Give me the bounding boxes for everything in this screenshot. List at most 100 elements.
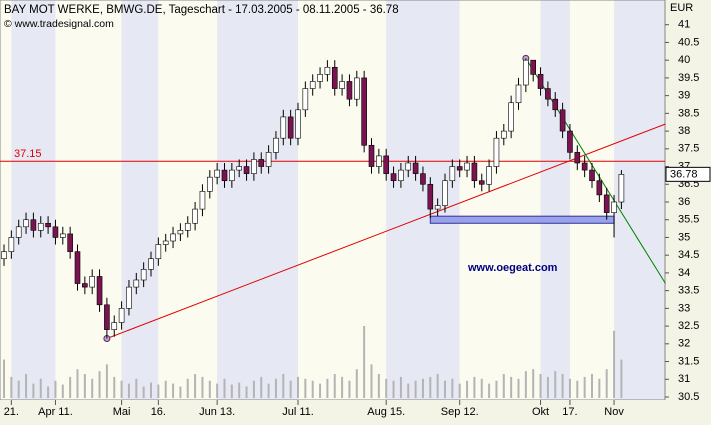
band [540, 0, 570, 400]
candle-body [368, 144, 375, 167]
volume-bar [120, 380, 123, 398]
volume-bar [407, 383, 410, 398]
volume-bar [297, 376, 299, 398]
volume-bar [3, 359, 5, 398]
candle-body [140, 269, 147, 281]
candle-body [45, 222, 51, 228]
volume-bar [223, 378, 226, 398]
currency: EUR [670, 2, 693, 14]
y-tick-label: 32.5 [678, 320, 699, 332]
candle-body [258, 159, 265, 167]
x-tick-label: Jul 11. [282, 406, 314, 418]
volume-bar [355, 369, 358, 398]
volume-bar [127, 383, 130, 398]
candle-body [177, 230, 184, 235]
volume-bar [39, 378, 42, 398]
annotation: www.oegeat.com [467, 262, 558, 274]
volume-bar [421, 378, 424, 398]
volume-bar [341, 376, 344, 398]
volume-bar [385, 378, 388, 398]
band [55, 0, 122, 400]
volume-bar [83, 374, 86, 398]
y-tick-label: 33.5 [678, 285, 699, 297]
volume-bar [598, 378, 601, 398]
candle-body [449, 166, 456, 182]
candle-body [478, 180, 485, 185]
candle-body [376, 155, 382, 167]
volume-bar [252, 380, 255, 398]
candle-body [618, 174, 625, 203]
candle-body [427, 183, 434, 210]
candle-body [59, 233, 66, 238]
candle-body [199, 191, 206, 210]
volume-bar [311, 380, 314, 398]
volume-bar [32, 383, 35, 398]
volume-bar [208, 380, 211, 398]
y-tick-label: 35 [678, 231, 690, 243]
volume-bar [47, 386, 50, 398]
volume-bar [517, 378, 520, 398]
volume-bar [230, 384, 233, 398]
candle-body [353, 77, 360, 100]
band [298, 0, 387, 400]
x-tick-label: 17. [562, 406, 577, 418]
volume-bar [61, 384, 64, 398]
candle-body [273, 137, 279, 153]
candle-body [545, 88, 551, 100]
y-tick-label: 38.5 [678, 107, 699, 119]
y-tick-label: 41 [678, 19, 690, 31]
candle-body [596, 180, 603, 196]
y-tick-label: 37.5 [678, 143, 699, 155]
x-tick-label: 16. [151, 406, 166, 418]
candle-body [162, 240, 169, 245]
y-tick-label: 38 [678, 125, 690, 137]
volume-bar [135, 378, 138, 398]
volume-bar [326, 378, 329, 398]
candle-body [236, 166, 242, 171]
volume-bar [568, 378, 571, 398]
chart-title: BAY MOT WERKE, BMWG.DE, Tageschart - 17.… [4, 4, 399, 16]
candle-body [464, 162, 470, 171]
volume-bar [392, 380, 395, 398]
candle-body [243, 166, 250, 174]
candle-body [493, 137, 500, 167]
y-tick-label: 40.5 [678, 36, 699, 48]
candle-body [52, 226, 59, 238]
volume-bar [186, 378, 189, 398]
candle-body [515, 84, 522, 104]
volume-bar [201, 376, 204, 398]
candle-body [361, 77, 367, 146]
candle-body [611, 201, 617, 213]
candle-body [471, 162, 478, 182]
y-tick-label: 39 [678, 90, 690, 102]
candle-body [390, 173, 397, 182]
candle-body [346, 81, 353, 100]
volume-bar [348, 380, 351, 398]
candle-body [155, 244, 162, 260]
volume-bar [76, 369, 79, 398]
y-tick-label: 34 [678, 267, 690, 279]
volume-bar [620, 359, 623, 398]
candle-body [383, 155, 390, 174]
x-tick-label: Apr 11. [38, 406, 73, 418]
volume-bar [113, 376, 116, 398]
volume-bar [179, 386, 182, 398]
candle-body [442, 180, 448, 206]
volume-bar [245, 386, 248, 398]
volume-bar [613, 330, 616, 398]
candle-body [523, 59, 529, 86]
candle-body [184, 222, 191, 231]
volume-bar [458, 383, 461, 398]
candle-body [148, 258, 154, 270]
volume-bar [17, 380, 20, 398]
candle-body [133, 279, 140, 288]
volume-bar [157, 384, 160, 398]
candle-body [398, 169, 404, 182]
y-tick-label: 34.5 [678, 249, 699, 261]
y-tick-label: 32 [678, 338, 690, 350]
volume-bar [502, 374, 505, 398]
candle-body [339, 81, 345, 89]
volume-bar [444, 380, 446, 398]
volume-bar [194, 374, 197, 398]
trendline [106, 123, 666, 339]
